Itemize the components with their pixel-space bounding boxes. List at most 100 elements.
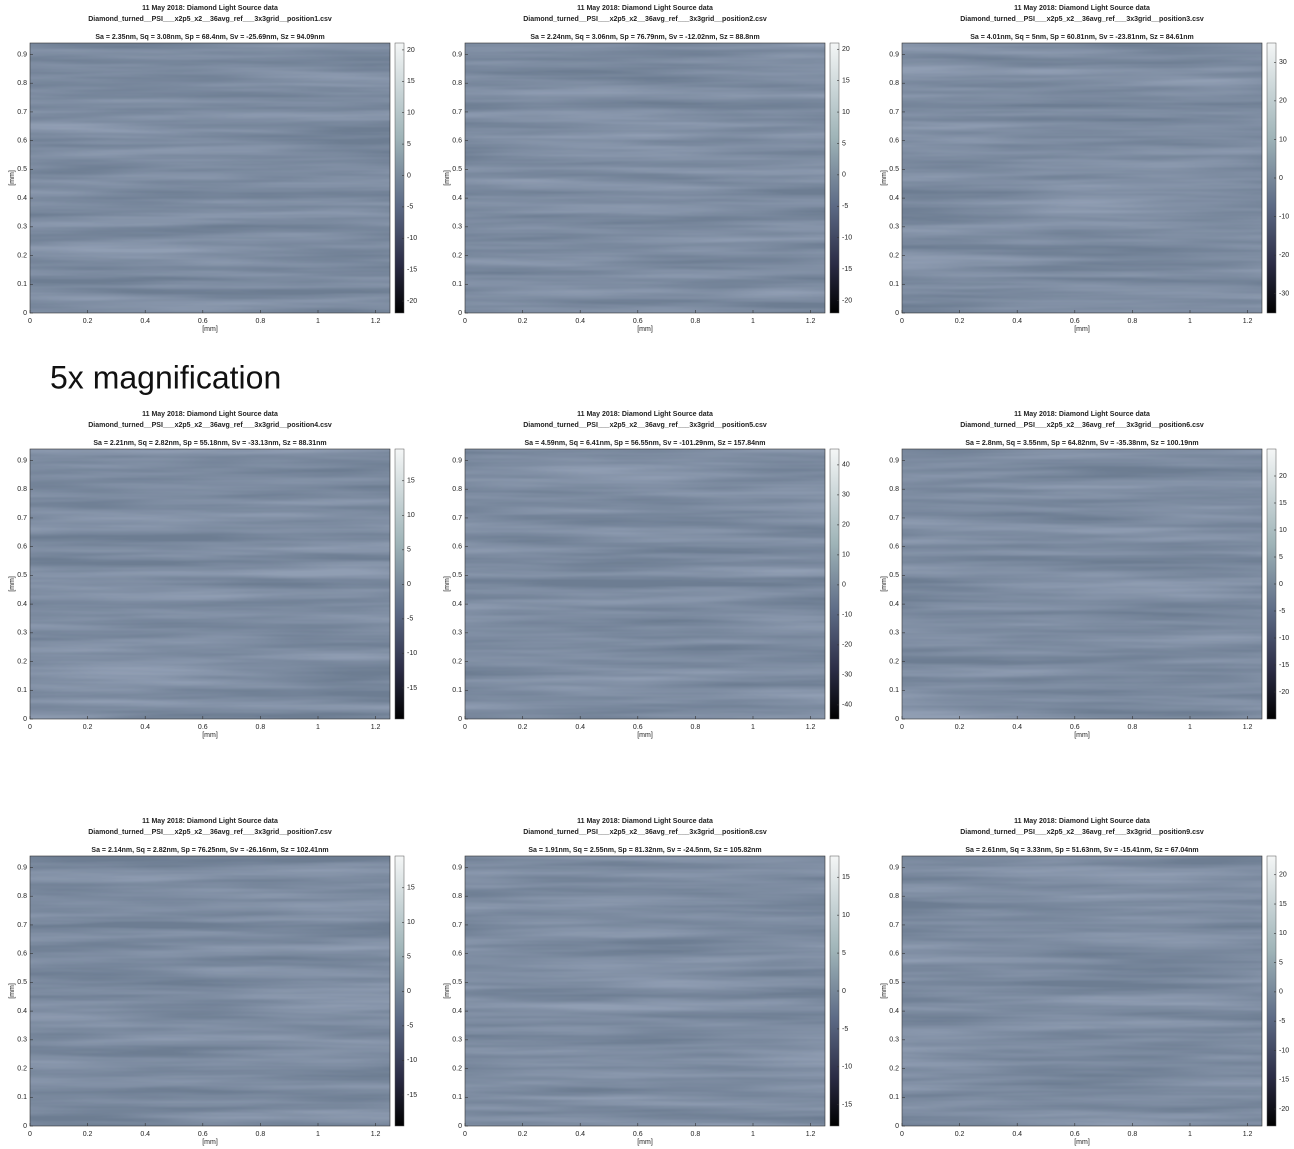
y-tick-label: 0.9	[889, 864, 899, 871]
colorbar-tick-label: -10	[1279, 635, 1289, 642]
colorbar-tick-label: 15	[407, 478, 415, 485]
colorbar-tick-label: -10	[842, 612, 852, 619]
y-tick-label: 0.6	[452, 544, 462, 551]
y-tick-label: 0	[895, 716, 899, 723]
y-tick-label: 0.8	[17, 80, 27, 87]
x-tick-label: 1.2	[806, 318, 816, 325]
colorbar-tick-label: -5	[1279, 608, 1285, 615]
x-tick-label: 0.2	[955, 1131, 965, 1138]
colorbar-tick-label: 5	[842, 950, 846, 957]
y-tick-label: 0.5	[889, 166, 899, 173]
panel-subtitle: Diamond_turned__PSI___x2p5_x2__36avg_ref…	[523, 422, 767, 429]
y-tick-label: 0.3	[889, 630, 899, 637]
y-tick-label: 0.2	[452, 1065, 462, 1072]
y-tick-label: 0.7	[17, 515, 27, 522]
colorbar-tick-label: -5	[842, 203, 848, 210]
x-tick-label: 0.6	[1070, 724, 1080, 731]
colorbar-tick-label: -20	[407, 298, 417, 305]
colorbar-tick-label: -5	[407, 1023, 413, 1030]
x-tick-label: 1.2	[806, 724, 816, 731]
y-tick-label: 0.7	[17, 109, 27, 116]
x-tick-label: 0.8	[256, 724, 266, 731]
x-axis-label: [mm]	[202, 326, 218, 333]
x-tick-label: 0.6	[633, 724, 643, 731]
y-tick-label: 0.6	[17, 951, 27, 958]
colorbar-tick-label: 10	[842, 552, 850, 559]
colorbar-tick-label: 15	[1279, 901, 1287, 908]
y-tick-label: 0.3	[17, 630, 27, 637]
surface-texture	[465, 449, 825, 719]
x-axis-label: [mm]	[1074, 326, 1090, 333]
y-tick-label: 0.4	[17, 1008, 27, 1015]
y-tick-label: 0.2	[17, 1065, 27, 1072]
panel-subtitle: Diamond_turned__PSI___x2p5_x2__36avg_ref…	[88, 422, 332, 429]
x-tick-label: 1.2	[1243, 1131, 1253, 1138]
y-tick-label: 0.1	[889, 687, 899, 694]
y-tick-label: 0.3	[17, 1037, 27, 1044]
y-tick-label: 0.8	[889, 893, 899, 900]
y-tick-label: 0.2	[452, 658, 462, 665]
panel-title: 11 May 2018: Diamond Light Source data	[142, 411, 278, 418]
y-tick-label: 0.3	[452, 630, 462, 637]
y-tick-label: 0.2	[17, 252, 27, 259]
y-tick-label: 0	[895, 310, 899, 317]
panel-title: 11 May 2018: Diamond Light Source data	[577, 411, 713, 418]
colorbar-tick-label: -20	[1279, 689, 1289, 696]
y-tick-label: 0	[23, 310, 27, 317]
y-tick-label: 0.2	[889, 658, 899, 665]
y-tick-label: 0.4	[452, 601, 462, 608]
x-tick-label: 0.6	[1070, 1131, 1080, 1138]
y-tick-label: 0.7	[889, 109, 899, 116]
colorbar-tick-label: 0	[842, 172, 846, 179]
colorbar-tick-label: 20	[1279, 872, 1287, 879]
y-tick-label: 0.2	[889, 1065, 899, 1072]
y-tick-label: 0.4	[889, 1008, 899, 1015]
x-tick-label: 0.8	[691, 318, 701, 325]
colorbar-tick-label: 5	[407, 141, 411, 148]
colorbar-tick-label: -20	[842, 642, 852, 649]
y-tick-label: 0.6	[17, 138, 27, 145]
colorbar-tick-label: -40	[842, 702, 852, 709]
colorbar-tick-label: -5	[407, 616, 413, 623]
y-tick-label: 0	[458, 1123, 462, 1130]
panel-subtitle: Diamond_turned__PSI___x2p5_x2__36avg_ref…	[960, 829, 1204, 836]
y-tick-label: 0.3	[452, 1037, 462, 1044]
y-axis-label: [mm]	[881, 170, 888, 186]
x-tick-label: 0.6	[633, 318, 643, 325]
x-tick-label: 0	[463, 318, 467, 325]
x-tick-label: 0.6	[198, 1131, 208, 1138]
colorbar-tick-label: 5	[407, 954, 411, 961]
colorbar	[1267, 856, 1276, 1126]
colorbar-tick-label: -10	[1279, 213, 1289, 220]
colorbar-tick-label: -5	[842, 1026, 848, 1033]
colorbar-tick-label: 20	[1279, 98, 1287, 105]
panel-stats: Sa = 2.14nm, Sq = 2.82nm, Sp = 76.25nm, …	[91, 847, 328, 854]
colorbar-tick-label: -30	[1279, 291, 1289, 298]
x-tick-label: 0	[28, 318, 32, 325]
surface-texture	[30, 856, 390, 1126]
surface-texture	[902, 449, 1262, 719]
y-tick-label: 0.4	[452, 1008, 462, 1015]
y-tick-label: 0.4	[17, 601, 27, 608]
colorbar-tick-label: 10	[1279, 930, 1287, 937]
colorbar-tick-label: 15	[842, 874, 850, 881]
y-tick-label: 0.3	[889, 1037, 899, 1044]
y-tick-label: 0.4	[889, 601, 899, 608]
y-tick-label: 0.5	[17, 572, 27, 579]
surface-texture	[902, 856, 1262, 1126]
surface-texture	[465, 43, 825, 313]
x-tick-label: 0.2	[955, 724, 965, 731]
panel: 11 May 2018: Diamond Light Source dataDi…	[881, 5, 1289, 333]
y-tick-label: 0.8	[889, 80, 899, 87]
y-tick-label: 0	[458, 310, 462, 317]
y-tick-label: 0.1	[17, 687, 27, 694]
x-tick-label: 0.8	[691, 724, 701, 731]
x-tick-label: 0.8	[691, 1131, 701, 1138]
x-tick-label: 0.4	[1012, 318, 1022, 325]
y-tick-label: 0.4	[17, 195, 27, 202]
colorbar-tick-label: -20	[1279, 1106, 1289, 1113]
y-tick-label: 0.8	[17, 893, 27, 900]
y-tick-label: 0.8	[452, 80, 462, 87]
surface-texture	[30, 43, 390, 313]
colorbar-tick-label: 20	[842, 522, 850, 529]
